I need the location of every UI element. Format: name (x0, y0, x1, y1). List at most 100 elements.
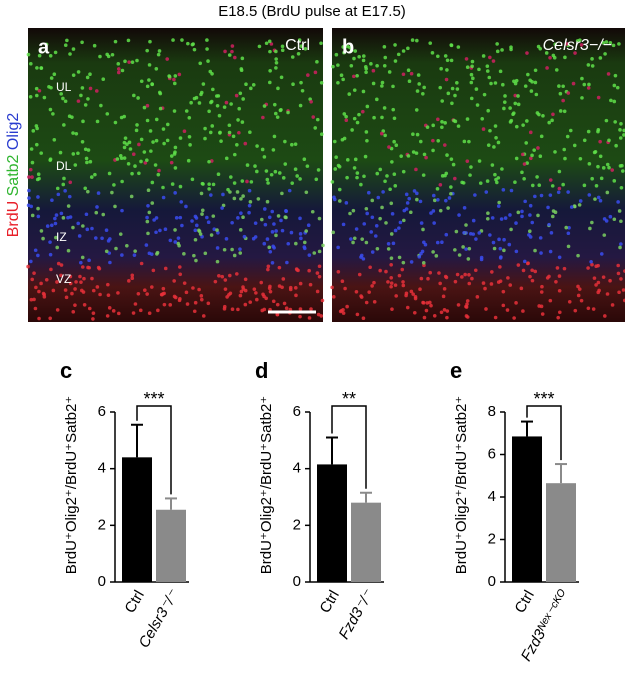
cell-dot (266, 264, 271, 269)
cell-dot (208, 130, 213, 135)
cell-dot (56, 192, 61, 197)
cell-dot (76, 151, 80, 156)
cell-dot (555, 266, 560, 270)
cell-dot (209, 99, 214, 104)
cell-dot (334, 52, 339, 57)
cell-dot (247, 188, 252, 193)
cell-dot (147, 63, 152, 67)
cell-dot (456, 124, 461, 128)
y-tick-label: 4 (293, 460, 301, 477)
cell-dot (236, 118, 240, 122)
cell-dot (438, 85, 443, 90)
cell-dot (82, 303, 87, 307)
cell-dot (393, 59, 398, 63)
cell-dot (582, 183, 587, 188)
cell-dot (419, 221, 424, 225)
cell-dot (522, 162, 527, 166)
cell-dot (440, 125, 444, 130)
cell-dot (305, 164, 310, 168)
cell-dot (151, 268, 156, 273)
cell-dot (378, 216, 382, 221)
cell-dot (27, 196, 31, 200)
cell-dot (27, 188, 31, 193)
cell-dot (73, 163, 78, 167)
cell-dot (618, 164, 623, 168)
cell-dot (227, 53, 232, 57)
cell-dot (359, 182, 363, 187)
cell-dot (587, 162, 592, 166)
cell-dot (611, 43, 616, 48)
cell-dot (207, 109, 211, 114)
cell-dot (67, 194, 72, 199)
cell-dot (359, 295, 364, 299)
cell-dot (172, 294, 177, 299)
cell-dot (154, 216, 159, 220)
cell-dot (52, 138, 57, 142)
cell-dot (203, 251, 208, 256)
cell-dot (299, 80, 303, 85)
cell-dot (37, 289, 41, 294)
cell-dot (106, 293, 111, 297)
cell-dot (304, 229, 309, 233)
cell-dot (146, 231, 150, 236)
cell-dot (569, 205, 574, 209)
y-tick-label: 6 (488, 445, 496, 462)
cell-dot (539, 193, 544, 198)
cell-dot (528, 203, 533, 208)
cell-dot (284, 306, 289, 311)
cell-dot (603, 314, 607, 318)
cell-dot (431, 250, 435, 254)
cell-dot (390, 212, 395, 216)
cell-dot (154, 117, 159, 122)
cell-dot (457, 213, 461, 217)
cell-dot (280, 48, 285, 53)
cell-dot (83, 147, 88, 152)
cell-dot (371, 81, 376, 86)
cell-dot (394, 143, 399, 148)
cell-dot (186, 41, 190, 46)
cell-dot (281, 176, 286, 180)
panel-label: a (38, 36, 50, 58)
cell-dot (146, 203, 150, 208)
cell-dot (370, 284, 374, 288)
cell-dot (399, 154, 403, 158)
panel-condition: Celsr3−/− (543, 37, 612, 54)
cell-dot (352, 166, 357, 170)
cell-dot (123, 136, 128, 140)
cell-dot (172, 81, 177, 86)
cell-dot (489, 81, 493, 86)
panel-label: c (60, 358, 72, 383)
cell-dot (308, 282, 313, 287)
cell-dot (206, 59, 210, 63)
cell-dot (226, 187, 230, 192)
cell-dot (150, 201, 155, 205)
cell-dot (243, 277, 248, 282)
cell-dot (389, 281, 394, 285)
cell-dot (521, 309, 525, 313)
cell-dot (502, 106, 506, 111)
cell-dot (36, 195, 40, 199)
cell-dot (177, 72, 182, 77)
cell-dot (120, 253, 124, 257)
cell-dot (449, 157, 454, 161)
cell-dot (436, 197, 440, 202)
cell-dot (240, 120, 245, 124)
cell-dot (147, 210, 152, 215)
cell-dot (341, 77, 345, 82)
micrograph (332, 28, 625, 322)
cell-dot (336, 245, 340, 250)
cell-dot (151, 140, 155, 144)
cell-dot (386, 280, 390, 284)
cell-dot (397, 273, 402, 278)
cell-dot (116, 291, 120, 295)
cell-dot (496, 280, 501, 284)
cell-dot (538, 154, 543, 159)
cell-dot (306, 73, 310, 77)
cell-dot (486, 143, 491, 147)
cell-dot (589, 259, 593, 264)
cell-dot (232, 196, 237, 201)
cell-dot (364, 70, 368, 75)
cell-dot (214, 94, 219, 98)
cell-dot (389, 284, 393, 289)
cell-dot (35, 126, 39, 131)
